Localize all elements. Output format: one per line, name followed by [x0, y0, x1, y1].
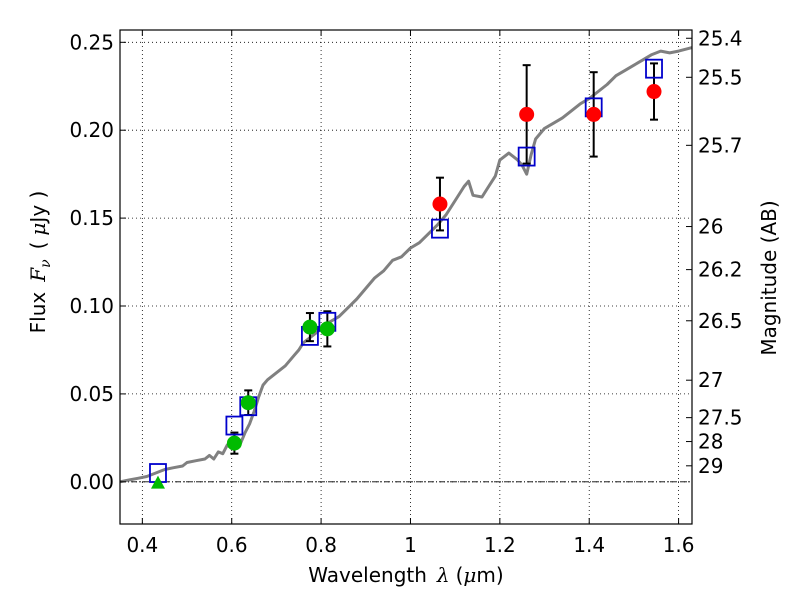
x-axis-label: Wavelength λ (μm) [308, 563, 503, 587]
upper-limit-triangle [150, 475, 165, 489]
mag-tick-label: 27.5 [698, 406, 743, 430]
x-axis-label-var: λ [436, 563, 450, 587]
y-axis-label-unit-open: ( [26, 242, 50, 250]
mag-tick-label: 29 [698, 454, 723, 478]
x-tick-label: 1 [404, 533, 417, 557]
model-spectrum-line [119, 46, 693, 484]
optical-photometry-point [226, 435, 242, 451]
infrared-photometry-point [586, 106, 602, 122]
y-axis-label-unit-rest: Jy ) [26, 191, 50, 225]
optical-photometry-point [302, 319, 318, 335]
y-axis-label: Flux Fν ( μJy ) [26, 191, 54, 334]
x-axis-label-unit-mu: μ [463, 563, 476, 587]
mag-tick-label: 25.4 [698, 26, 743, 50]
mag-tick-label: 27 [698, 368, 723, 392]
infrared-photometry-point [432, 196, 448, 212]
y2-axis-label: Magnitude (AB) [757, 200, 781, 355]
y-axis-label-var: F [26, 267, 50, 283]
infrared-photometry-point [646, 84, 662, 100]
x-tick-label: 1.6 [663, 533, 695, 557]
mag-tick-label: 26 [698, 215, 723, 239]
x-axis-label-unit-open: ( [456, 563, 464, 587]
plot-frame [119, 29, 693, 525]
optical-photometry-point [240, 395, 256, 411]
y-tick-label: 0.10 [69, 294, 114, 318]
x-tick-label: 0.8 [305, 533, 337, 557]
mag-tick-label: 26.5 [698, 309, 743, 333]
x-tick-label: 1.2 [484, 533, 516, 557]
x-axis-label-unit-rest: m) [476, 563, 503, 587]
y-axis-label-unit-mu: μ [26, 223, 50, 236]
infrared-photometry-point [519, 106, 535, 122]
y-axis-label-prefix: Flux [26, 292, 50, 334]
y-tick-label: 0.00 [69, 470, 114, 494]
model-photometry-square [645, 58, 663, 79]
y-tick-label: 0.05 [69, 382, 114, 406]
x-tick-label: 1.4 [573, 533, 605, 557]
mag-tick-label: 28 [698, 430, 723, 454]
y-tick-label: 0.15 [69, 206, 114, 230]
model-photometry-square [517, 146, 536, 167]
mag-tick-label: 25.5 [698, 65, 743, 89]
y-tick-label: 0.25 [69, 30, 114, 54]
model-photometry-square [225, 415, 244, 436]
mag-tick-label: 25.7 [698, 133, 743, 157]
y-axis-label-sub: ν [38, 259, 54, 268]
x-axis-label-prefix: Wavelength [308, 563, 427, 587]
model-photometry-square [431, 218, 449, 239]
x-tick-label: 0.6 [216, 533, 248, 557]
y-tick-label: 0.20 [69, 118, 114, 142]
optical-photometry-point [319, 321, 335, 337]
x-tick-label: 0.4 [126, 533, 158, 557]
mag-tick-label: 26.2 [698, 258, 743, 282]
